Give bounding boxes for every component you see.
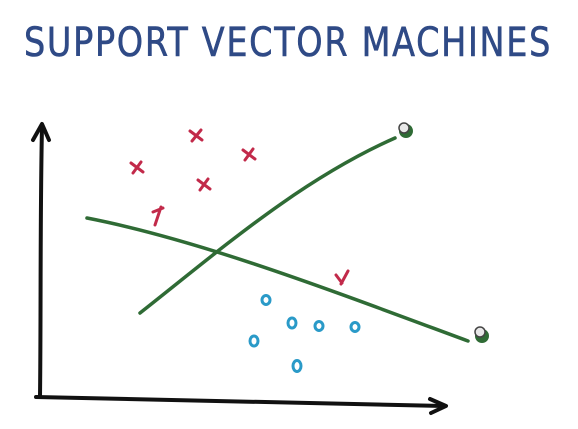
y-axis: [38, 124, 44, 398]
x-marker: [241, 147, 257, 162]
x-axis-arrowhead: [428, 397, 448, 415]
negative-class-points: [248, 294, 361, 373]
x-marker: [196, 177, 212, 192]
x-axis: [34, 395, 446, 408]
separator-line-shallow: [85, 216, 470, 343]
o-marker: [349, 321, 361, 333]
line-handle-top-right[interactable]: [398, 122, 413, 138]
line-handle-bottom-right[interactable]: [474, 326, 489, 343]
x-marker: [334, 269, 350, 286]
diagram-title: SUPPORT VECTOR MACHINES: [24, 20, 552, 66]
separating-lines: [85, 136, 470, 343]
o-marker: [313, 320, 325, 332]
o-marker: [286, 316, 298, 330]
x-marker: [129, 160, 145, 175]
y-axis-arrowhead: [31, 122, 51, 142]
o-marker: [291, 359, 303, 373]
x-marker: [151, 205, 165, 227]
positive-class-points: [129, 128, 350, 286]
x-marker: [188, 128, 204, 143]
separator-line-steep: [138, 136, 397, 315]
o-marker: [248, 334, 260, 348]
axes: [31, 122, 448, 415]
o-marker: [260, 294, 272, 306]
